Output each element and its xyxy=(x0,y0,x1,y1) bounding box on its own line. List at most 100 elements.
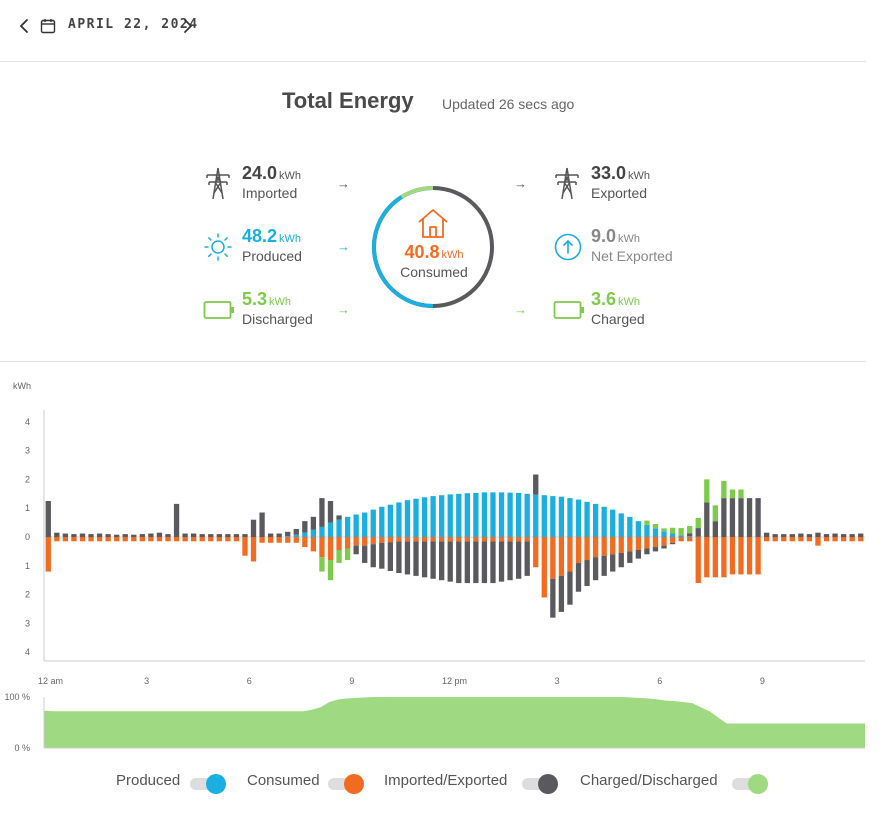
bar-imported-exported xyxy=(464,541,470,584)
charged-stat: 3.6 kWh Charged xyxy=(591,289,645,327)
legend-label-imported-exported: Imported/Exported xyxy=(384,772,508,789)
x-tick-label: 9 xyxy=(349,676,354,686)
bar-charged-discharged xyxy=(678,528,684,536)
consumed-value: 40.8 xyxy=(404,242,440,262)
bar-produced xyxy=(610,509,616,537)
calendar-icon[interactable] xyxy=(40,18,56,34)
bar-charged-discharged xyxy=(336,549,342,563)
bar-consumed xyxy=(644,537,650,549)
bar-imported-exported xyxy=(421,541,428,578)
bar-consumed xyxy=(344,537,351,549)
bar-imported-exported xyxy=(729,498,736,537)
bar-produced xyxy=(669,533,676,537)
toggle-produced[interactable] xyxy=(190,774,226,794)
bar-consumed xyxy=(746,537,753,575)
bar-produced xyxy=(533,494,539,537)
bar-consumed xyxy=(712,537,718,578)
bar-consumed xyxy=(524,537,530,542)
bar-consumed xyxy=(772,537,778,542)
bar-imported-exported xyxy=(439,541,445,581)
bar-imported-exported xyxy=(687,533,693,537)
toggle-charged-discharged[interactable] xyxy=(732,774,768,794)
bar-produced xyxy=(558,496,565,537)
bar-charged-discharged xyxy=(738,489,744,499)
bar-produced xyxy=(601,506,607,537)
net-exported-label: Net Exported xyxy=(591,248,673,264)
bar-imported-exported xyxy=(601,555,607,576)
bar-consumed xyxy=(575,537,582,563)
bar-imported-exported xyxy=(498,541,505,582)
bar-imported-exported xyxy=(396,541,402,573)
exported-unit: kWh xyxy=(628,170,651,182)
bar-imported-exported xyxy=(362,545,368,563)
y-tick-label: 2 xyxy=(25,474,30,484)
net-exported-value: 9.0 xyxy=(591,226,617,246)
produced-stat: 48.2 kWh Produced xyxy=(242,226,302,264)
previous-day-button[interactable] xyxy=(16,14,34,38)
bar-imported-exported xyxy=(173,503,180,537)
charged-value: 3.6 xyxy=(591,289,617,309)
bar-produced xyxy=(387,504,394,537)
bar-imported-exported xyxy=(798,533,804,537)
bar-imported-exported xyxy=(165,534,171,537)
produced-unit: kWh xyxy=(279,233,302,245)
bar-consumed xyxy=(71,537,77,542)
bar-imported-exported xyxy=(259,512,265,537)
bar-imported-exported xyxy=(704,502,710,537)
bar-imported-exported xyxy=(387,542,394,571)
bar-produced xyxy=(592,503,599,537)
bar-consumed xyxy=(627,537,633,552)
bar-imported-exported xyxy=(507,541,513,581)
bar-imported-exported xyxy=(267,533,274,537)
bar-produced xyxy=(396,502,402,537)
toggle-consumed[interactable] xyxy=(328,774,364,794)
bar-produced xyxy=(541,495,547,537)
updated-timestamp: Updated 26 secs ago xyxy=(442,96,575,112)
bar-charged-discharged xyxy=(695,517,701,529)
bar-consumed xyxy=(635,537,642,550)
bar-produced xyxy=(635,521,642,537)
bar-charged-discharged xyxy=(327,560,334,581)
next-day-button[interactable] xyxy=(178,14,196,38)
bar-consumed xyxy=(285,537,291,543)
bar-imported-exported xyxy=(327,501,334,523)
chart-legend: Produced Consumed Imported/Exported Char… xyxy=(0,768,881,798)
divider xyxy=(0,361,866,362)
consumed-unit: kWh xyxy=(441,249,464,261)
bar-produced xyxy=(550,496,556,537)
bar-imported-exported xyxy=(276,533,282,537)
soc-tick-label: 0 % xyxy=(14,743,30,753)
bar-consumed xyxy=(507,537,513,542)
bar-imported-exported xyxy=(823,534,830,537)
x-tick-label: 3 xyxy=(555,676,560,686)
bar-imported-exported xyxy=(293,528,299,535)
battery-icon xyxy=(203,301,234,319)
bar-produced xyxy=(327,522,334,537)
bar-produced xyxy=(336,519,342,537)
produced-value: 48.2 xyxy=(242,226,278,246)
bar-produced xyxy=(507,492,513,537)
bar-consumed xyxy=(259,537,265,543)
bar-imported-exported xyxy=(858,533,864,537)
bar-consumed xyxy=(687,537,693,542)
bar-consumed xyxy=(96,537,103,542)
bar-imported-exported xyxy=(669,542,676,545)
bar-produced xyxy=(421,497,428,537)
bar-imported-exported xyxy=(225,534,231,537)
consumed-label: Consumed xyxy=(400,264,468,280)
bar-consumed xyxy=(669,537,676,543)
bar-charged-discharged xyxy=(704,479,710,503)
bar-imported-exported xyxy=(533,474,539,495)
bar-imported-exported xyxy=(712,521,718,537)
bar-charged-discharged xyxy=(712,505,718,522)
current-date[interactable]: APRIL 22, 2024 xyxy=(68,17,199,32)
net-exported-unit: kWh xyxy=(618,233,641,245)
bar-charged-discharged xyxy=(652,524,659,529)
bar-consumed xyxy=(781,537,787,542)
bar-produced xyxy=(430,496,436,537)
bar-consumed xyxy=(695,537,701,584)
bar-imported-exported xyxy=(114,534,120,537)
toggle-imported-exported[interactable] xyxy=(522,774,558,794)
arrow-right-icon: → xyxy=(337,239,350,254)
bar-imported-exported xyxy=(404,541,411,575)
